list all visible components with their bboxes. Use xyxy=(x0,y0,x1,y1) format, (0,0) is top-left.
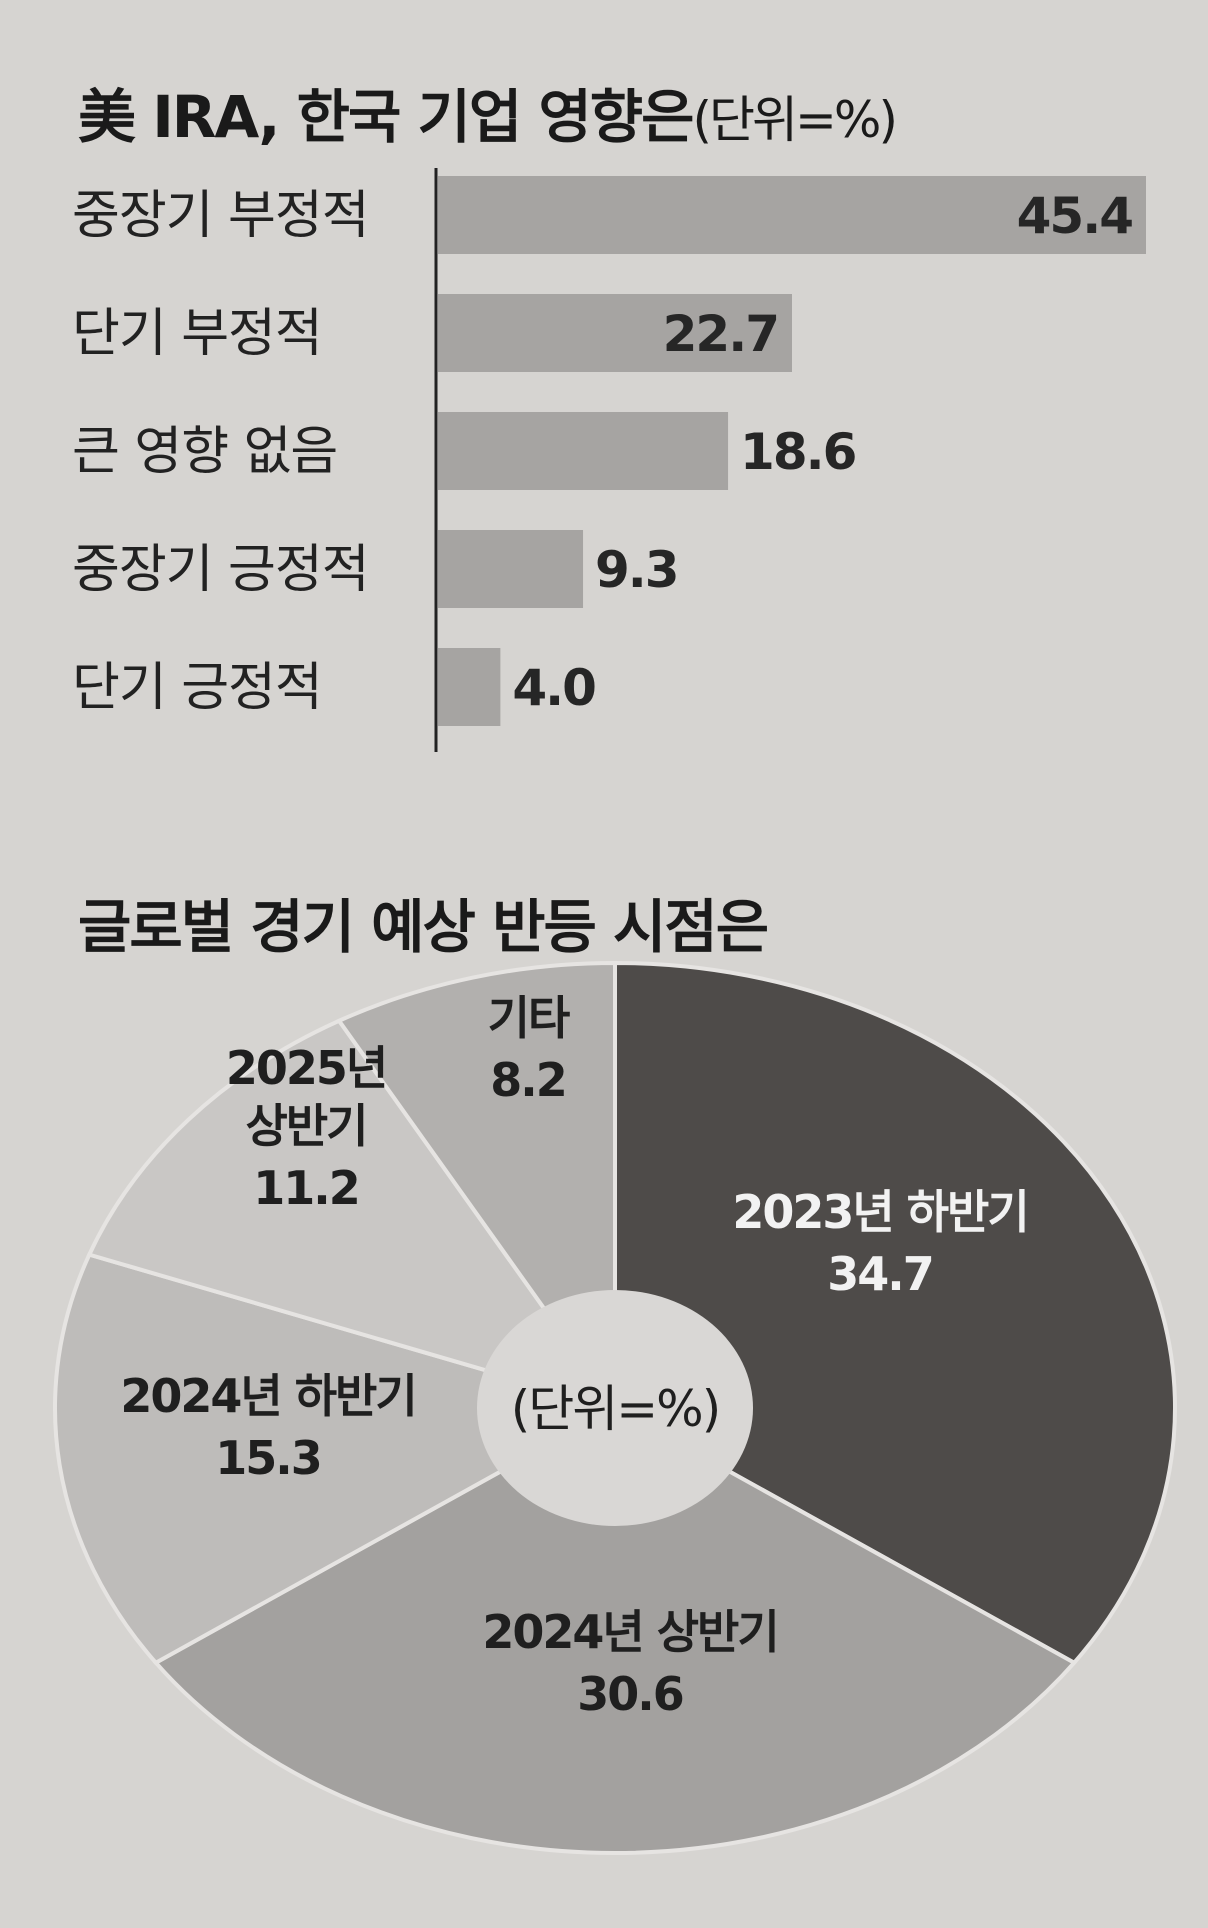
bar-chart-unit-label: (단위=%) xyxy=(692,91,898,149)
pie-slice xyxy=(336,960,617,1415)
bar-value-label: 18.6 xyxy=(740,423,856,481)
bar-category-label: 중장기 부정적 xyxy=(72,186,369,246)
pie-chart-title-text: 글로벌 경기 예상 반등 시점은 xyxy=(78,893,769,961)
bar xyxy=(438,294,792,372)
pie-center-hole xyxy=(477,1290,753,1526)
pie-slice xyxy=(152,1405,1078,1855)
pie-slice-label: 2023년 하반기 xyxy=(732,1185,1027,1239)
pie-slice-value: 11.2 xyxy=(253,1161,359,1215)
bar xyxy=(438,648,501,726)
pie-slice-value: 30.6 xyxy=(577,1667,683,1721)
bar-category-label: 중장기 긍정적 xyxy=(72,540,369,600)
bar-category-label: 단기 긍정적 xyxy=(72,658,322,718)
pie-chart-title: 글로벌 경기 예상 반등 시점은 xyxy=(78,880,769,964)
bar xyxy=(438,530,584,608)
bar-category-label: 큰 영향 없음 xyxy=(72,422,337,482)
bar-category-label: 단기 부정적 xyxy=(72,304,322,364)
pie-slice xyxy=(613,960,1177,1666)
pie-center-unit-label: (단위=%) xyxy=(511,1380,719,1438)
bar-chart-title: 美 IRA, 한국 기업 영향은(단위=%) xyxy=(78,70,898,154)
pie-slice-label: 2025년 xyxy=(226,1041,386,1095)
bar xyxy=(438,176,1146,254)
pie-slice-value: 34.7 xyxy=(827,1247,933,1301)
pie-slice-value: 8.2 xyxy=(490,1053,566,1107)
pie-slice-label: 기타 xyxy=(488,991,570,1045)
bar-chart: 중장기 부정적 45.4 단기 부정적 22.7 큰 영향 없음 18.6 중장기 긍정적 9… xyxy=(72,168,1146,752)
bar-value-label: 45.4 xyxy=(1017,187,1133,245)
bar-value-label: 4.0 xyxy=(512,659,595,717)
bar-chart-title-text: 美 IRA, 한국 기업 영향은 xyxy=(78,83,695,151)
pie-slice-label: 2024년 하반기 xyxy=(120,1369,415,1423)
pie-slice-label: 상반기 xyxy=(246,1099,367,1153)
pie-slice-label: 2024년 상반기 xyxy=(482,1605,777,1659)
pie-slice xyxy=(53,1252,621,1666)
bar xyxy=(438,412,729,490)
pie-slice-value: 15.3 xyxy=(215,1431,321,1485)
bar-value-label: 22.7 xyxy=(663,305,778,363)
bar-value-label: 9.3 xyxy=(595,541,678,599)
pie-slice xyxy=(86,1018,620,1412)
